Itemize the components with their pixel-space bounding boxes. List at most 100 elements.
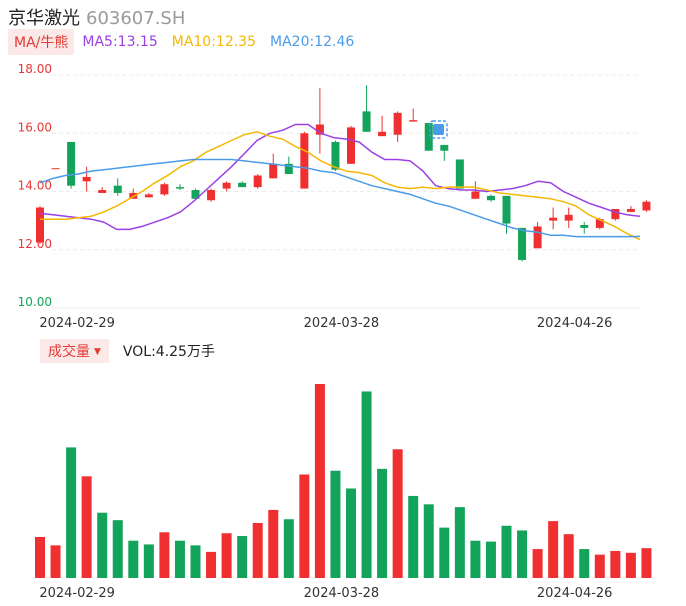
volume-bar (439, 527, 450, 578)
candle (315, 88, 324, 154)
candle-body (98, 190, 107, 193)
volume-bar (237, 536, 248, 578)
candle (502, 195, 511, 234)
volume-value: VOL:4.25万手 (122, 344, 215, 360)
candle-body (191, 190, 200, 199)
volume-bar (143, 544, 154, 578)
candle (269, 153, 278, 179)
candle (98, 187, 107, 193)
volume-bar (174, 540, 185, 578)
volume-bar (206, 551, 217, 578)
event-marker-icon[interactable] (433, 124, 444, 135)
candle (626, 206, 635, 212)
candle-body (518, 227, 527, 260)
candle-body (269, 163, 278, 179)
y-tick-label: 12.00 (18, 237, 52, 251)
candle-body (595, 219, 604, 228)
candle-body (580, 224, 589, 228)
volume-bar (470, 540, 481, 578)
volume-bar (408, 495, 419, 578)
candle-body (533, 226, 542, 249)
candle-body (284, 163, 293, 175)
candle-body (549, 217, 558, 221)
candle-body (113, 185, 122, 193)
candle (331, 140, 340, 172)
volume-indicator-label: 成交量 (48, 344, 90, 360)
volume-bar (641, 548, 652, 578)
candle-body (315, 124, 324, 135)
candle-body (36, 207, 44, 243)
y-tick-label: 18.00 (18, 62, 52, 76)
volume-bar (454, 507, 465, 578)
candle (455, 159, 464, 189)
volume-bar (361, 391, 372, 578)
candle (36, 206, 44, 244)
candle-body (253, 175, 262, 188)
candle (378, 115, 387, 137)
chevron-down-icon: ▼ (94, 347, 101, 357)
candle (642, 200, 651, 212)
x-tick-label: 2024-04-26 (537, 316, 613, 331)
candle (144, 192, 153, 198)
volume-bar (594, 554, 605, 578)
volume-bar (112, 520, 123, 578)
volume-bar (268, 509, 279, 578)
volume-bar (81, 476, 92, 578)
y-tick-label: 16.00 (18, 120, 52, 134)
ma10-label: MA10:12.35 (171, 34, 257, 50)
candle (518, 227, 527, 262)
stock-name: 京华激光 (8, 8, 80, 29)
candle (409, 108, 418, 122)
candle-body (160, 184, 169, 195)
y-tick-label: 10.00 (18, 295, 52, 309)
volume-bar (610, 550, 621, 578)
volume-bar (532, 549, 543, 578)
volume-bar (563, 534, 574, 578)
volume-bar (128, 540, 139, 578)
moving-average-lines (39, 123, 641, 241)
candle-body (331, 141, 340, 170)
price-date-axis: 2024-02-29 2024-03-28 2024-04-26 (39, 316, 612, 331)
candle (207, 188, 216, 202)
candle (51, 168, 60, 170)
volume-bars (35, 384, 652, 578)
volume-bar (517, 530, 528, 578)
candle (611, 208, 620, 221)
volume-bar (283, 519, 294, 578)
candle (424, 123, 433, 151)
volume-date-axis: 2024-02-29 2024-03-28 2024-04-26 (39, 586, 612, 601)
candlestick-series (36, 85, 651, 262)
candle-body (564, 214, 573, 221)
candle (222, 181, 231, 192)
stock-code: 603607.SH (86, 8, 186, 29)
event-marker (429, 120, 448, 139)
candle-body (424, 123, 433, 151)
candle (300, 131, 309, 189)
candle (486, 194, 495, 202)
volume-bar (423, 504, 434, 578)
ma-toggle-button[interactable]: MA/牛熊 (8, 29, 75, 55)
volume-indicator-button[interactable]: 成交量 ▼ (40, 339, 109, 363)
candle-body (471, 191, 480, 199)
candle (113, 178, 122, 196)
volume-bar (346, 488, 356, 578)
ma-line-ma5 (39, 123, 641, 231)
volume-bar (159, 532, 170, 578)
candle (533, 222, 542, 249)
volume-bar (548, 521, 559, 578)
ma-legend: MA/牛熊 MA5:13.15 MA10:12.35 MA20:12.46 (8, 29, 368, 55)
candle (549, 207, 558, 230)
candle-body (455, 159, 464, 189)
candle-body (51, 168, 60, 170)
candle-body (67, 141, 76, 186)
volume-bar (97, 512, 108, 578)
volume-bar (501, 525, 512, 578)
volume-bar (314, 384, 325, 578)
volume-bar (190, 545, 201, 578)
candle (564, 207, 573, 228)
candle (67, 141, 76, 189)
volume-bar (35, 536, 45, 578)
candle (253, 174, 262, 189)
event-marker-frame[interactable] (429, 120, 448, 139)
